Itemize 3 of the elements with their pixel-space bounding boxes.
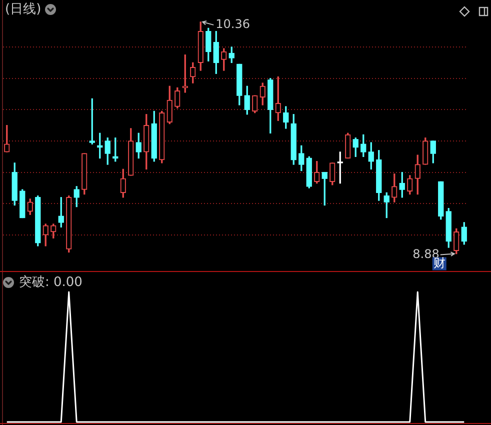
chart-title: (日线) (5, 2, 42, 17)
chart-title: 突破: 0.00 (19, 275, 82, 290)
annotation: 10.36 (216, 17, 250, 32)
